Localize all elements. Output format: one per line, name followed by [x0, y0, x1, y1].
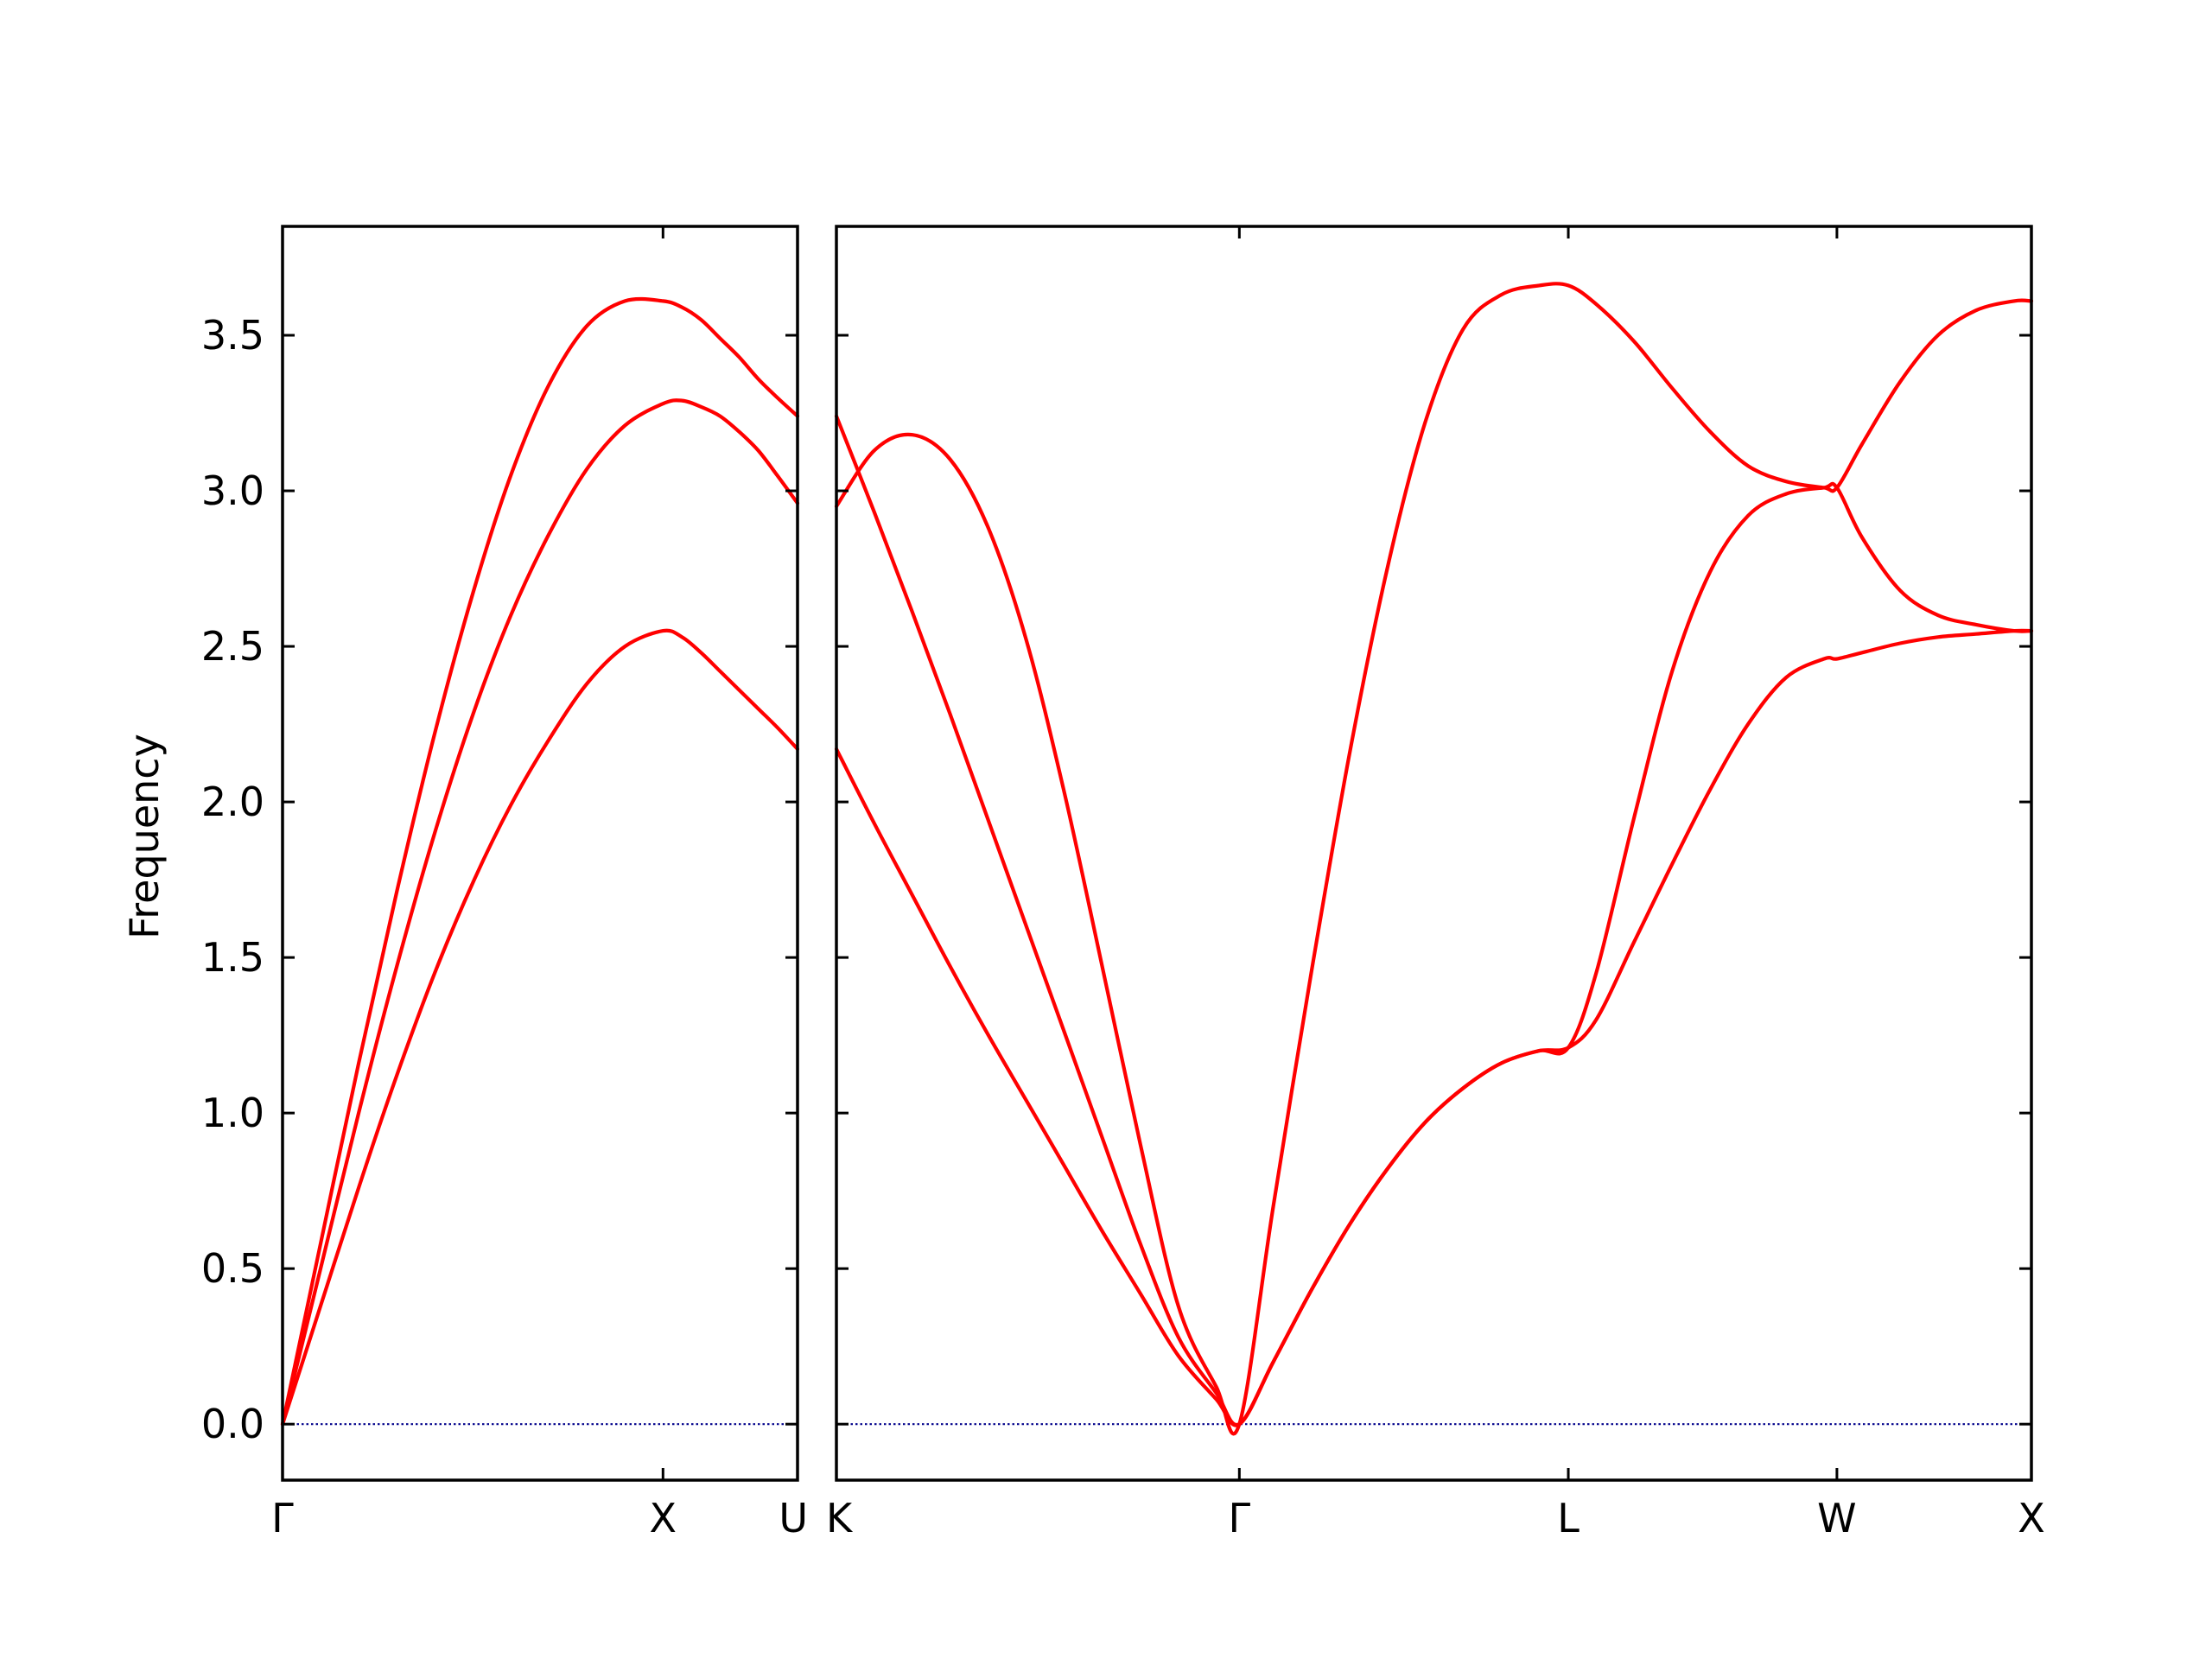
x-tick-label: K	[826, 1495, 854, 1541]
y-tick-label: 3.0	[201, 467, 264, 514]
y-tick-label: 2.5	[201, 623, 264, 670]
x-tick-label: W	[1817, 1495, 1856, 1541]
y-tick-label: 1.5	[201, 934, 264, 981]
axes-frame	[281, 225, 799, 1482]
y-tick-label: 1.0	[201, 1090, 264, 1136]
x-tick-label: Γ	[271, 1495, 294, 1541]
band-3-line	[834, 282, 2034, 1436]
y-tick-label: 3.5	[201, 312, 264, 359]
y-tick-label: 2.0	[201, 779, 264, 825]
y-tick-label: 0.5	[201, 1245, 264, 1292]
x-tick-label: X	[650, 1495, 677, 1541]
y-axis-label: Frequency	[121, 734, 168, 939]
axes-frame	[835, 225, 2033, 1482]
band-1-line	[834, 628, 2034, 1427]
band-2-line	[834, 414, 2034, 1427]
panels: 0.0 0.5 1.0 1.5 2.0 2.5 3.0 3.5 Γ X U K Γ L W X	[201, 225, 2045, 1541]
band-1-line	[280, 398, 800, 1427]
y-tick-label: 0.0	[201, 1401, 264, 1447]
x-tick-label: X	[2018, 1495, 2045, 1541]
x-tick-label: U	[779, 1495, 808, 1541]
x-tick-label: Γ	[1228, 1495, 1250, 1541]
x-tick-label: L	[1557, 1495, 1580, 1541]
band-2-line	[280, 628, 800, 1427]
band-3-line	[280, 296, 800, 1427]
